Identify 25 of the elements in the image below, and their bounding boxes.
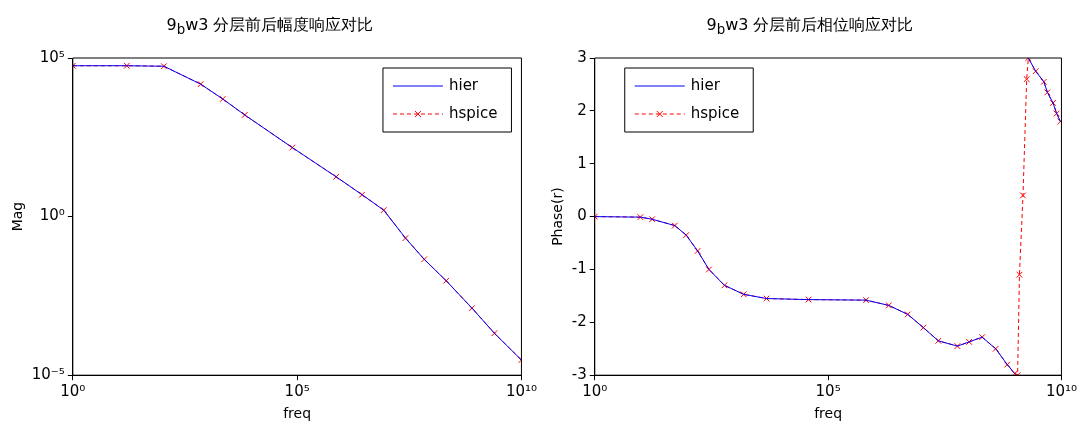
chart-title: 9$_{b}$w3 分层前后相位响应对比 <box>705 14 915 40</box>
x-tick-label: 10¹⁰ <box>505 382 538 401</box>
legend-label: hier <box>690 75 721 94</box>
y-tick-label: 1 <box>577 153 587 172</box>
legend-label: hspice <box>690 103 740 122</box>
x-tick-label: 10⁵ <box>284 382 310 401</box>
chart-title: 9$_{b}$w3 分层前后幅度响应对比 <box>165 14 375 40</box>
y-tick-label: 2 <box>577 100 587 119</box>
y-tick-label: 0 <box>577 206 587 225</box>
y-tick-label: 10⁵ <box>39 47 65 66</box>
y-axis-title: Mag <box>9 201 26 232</box>
y-tick-label: -3 <box>571 365 587 384</box>
x-tick-label: 10¹⁰ <box>1045 382 1078 401</box>
y-tick-label: 3 <box>577 47 587 66</box>
y-tick-label: -2 <box>571 312 587 331</box>
y-tick-label: 10⁰ <box>39 206 65 225</box>
y-tick-label: 10⁻⁵ <box>31 365 65 384</box>
y-axis-title: Phase(r) <box>549 187 566 246</box>
x-axis-title: freq <box>283 405 312 422</box>
x-axis-title: freq <box>814 405 843 422</box>
y-tick-label: -1 <box>571 259 587 278</box>
legend-label: hspice <box>448 103 498 122</box>
x-tick-label: 10⁰ <box>60 382 86 401</box>
x-tick-label: 10⁵ <box>815 382 841 401</box>
legend-label: hier <box>448 75 479 94</box>
